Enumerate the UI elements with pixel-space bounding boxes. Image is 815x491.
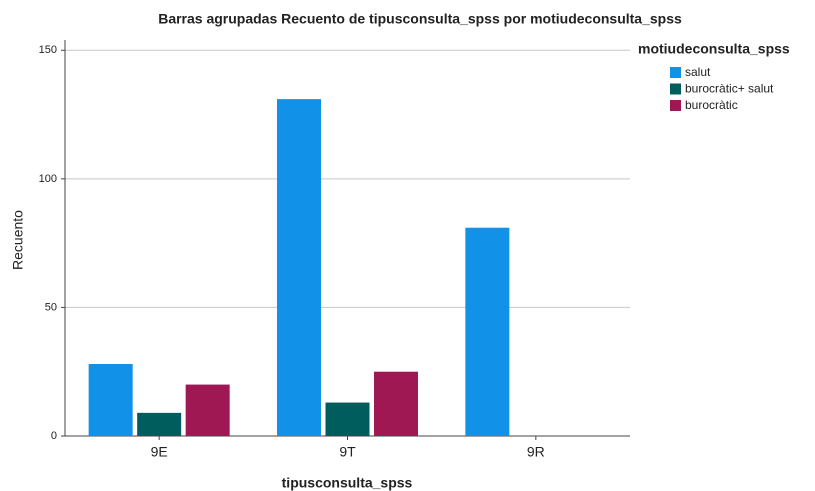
- legend-title: motiudeconsulta_spss: [638, 41, 790, 57]
- bar: [88, 364, 133, 436]
- y-tick-label: 100: [39, 173, 57, 185]
- y-tick-label: 0: [51, 430, 57, 442]
- bar: [185, 384, 230, 436]
- bar: [374, 371, 418, 436]
- x-tick-label: 9T: [339, 444, 356, 460]
- legend-label: salut: [685, 65, 711, 79]
- legend-swatch: [670, 100, 681, 111]
- x-axis-title: tipusconsulta_spss: [282, 475, 413, 491]
- bar: [277, 99, 321, 437]
- legend-label: burocràtic+ salut: [685, 82, 774, 96]
- legend-label: burocràtic: [685, 98, 738, 112]
- x-tick-label: 9E: [151, 444, 168, 460]
- y-tick-label: 150: [39, 44, 57, 56]
- y-tick-label: 50: [45, 301, 57, 313]
- bar: [137, 412, 182, 436]
- legend-swatch: [670, 67, 681, 78]
- bar: [465, 227, 510, 436]
- legend-swatch: [670, 83, 681, 95]
- bar: [325, 402, 370, 436]
- chart-title: Barras agrupadas Recuento de tipusconsul…: [158, 11, 682, 27]
- y-axis-title: Recuento: [10, 210, 26, 270]
- x-tick-label: 9R: [527, 444, 545, 460]
